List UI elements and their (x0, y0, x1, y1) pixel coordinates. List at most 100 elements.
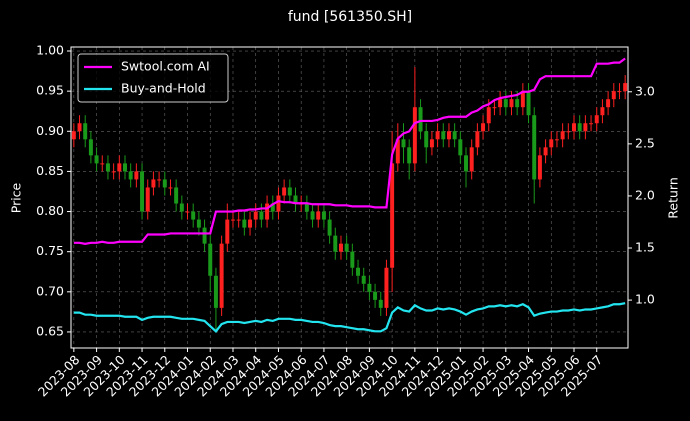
legend-label: Swtool.com AI (121, 59, 210, 74)
candle-body (611, 91, 616, 100)
candle-body (378, 299, 383, 308)
candle-body (276, 195, 281, 212)
candle-body (236, 219, 241, 221)
candle-body (390, 163, 395, 268)
y-tick-label: 0.95 (36, 83, 64, 98)
candle-body (503, 99, 508, 108)
candle-body (475, 131, 480, 148)
candle-body (344, 243, 349, 252)
candle-body (140, 171, 145, 212)
candle-body (270, 203, 275, 212)
candle-body (446, 131, 451, 140)
y2-tick-label: 1.5 (635, 240, 655, 255)
candle-body (316, 211, 321, 220)
candle-body (577, 123, 582, 132)
plot-frame (70, 46, 629, 349)
chart-title: fund [561350.SH] (288, 9, 412, 25)
candle-body (424, 131, 429, 148)
candle-body (94, 155, 99, 164)
candle-body (145, 187, 150, 212)
candle-body (509, 99, 514, 108)
candle-body (515, 99, 520, 108)
y2-axis-label: Return (666, 177, 681, 218)
y-tick-label: 0.90 (36, 123, 64, 138)
candle-body (435, 131, 440, 140)
candle-body (583, 123, 588, 132)
candle-body (401, 139, 406, 148)
candle-body (452, 131, 457, 140)
candle-body (100, 163, 105, 165)
candle-body (321, 211, 326, 220)
candle-body (560, 131, 565, 140)
candle-body (105, 163, 110, 172)
candle-body (310, 211, 315, 220)
candle-body (134, 171, 139, 180)
candle-body (191, 211, 196, 220)
candle-body (162, 179, 167, 188)
candle-body (543, 147, 548, 156)
legend-box (77, 53, 229, 103)
candle-body (486, 107, 491, 124)
candle-body (600, 107, 605, 116)
y-tick-label: 0.70 (36, 283, 64, 298)
candle-body (71, 131, 76, 140)
candle-body (412, 107, 417, 164)
y2-tick-label: 2.5 (635, 135, 655, 150)
candle-body (265, 203, 270, 220)
candle-body (327, 219, 332, 236)
y-tick-label: 0.80 (36, 203, 64, 218)
candle-body (441, 131, 446, 140)
y2-tick-label: 3.0 (635, 83, 655, 98)
candle-body (532, 115, 537, 180)
candle-body (606, 99, 611, 108)
candle-body (151, 179, 156, 188)
candle-body (168, 187, 173, 189)
legend: Swtool.com AI Buy-and-Hold (77, 53, 229, 103)
candle-body (464, 155, 469, 172)
candle-body (407, 147, 412, 164)
candle-body (367, 283, 372, 292)
candle-body (498, 99, 503, 108)
candle-body (520, 91, 525, 108)
y-tick-label: 0.85 (36, 163, 64, 178)
y-axis-label: Price (9, 182, 24, 213)
candle-body (481, 123, 486, 132)
candle-body (259, 211, 264, 220)
candle-body (77, 123, 82, 132)
candle-body (248, 219, 253, 228)
candle-body (282, 187, 287, 196)
candle-body (174, 187, 179, 204)
y-tick-label: 1.00 (36, 43, 64, 58)
candle-body (554, 139, 559, 141)
candle-body (242, 219, 247, 228)
candle-body (213, 275, 218, 308)
y-tick-label: 0.65 (36, 323, 64, 338)
candle-body (225, 219, 230, 244)
candle-body (537, 155, 542, 180)
candle-body (350, 251, 355, 268)
candle-body (157, 179, 162, 181)
candle-body (594, 115, 599, 124)
candle-body (572, 123, 576, 132)
candle-body (117, 163, 122, 172)
candle-body (469, 147, 474, 172)
candle-body (492, 107, 497, 109)
candle-body (566, 131, 571, 133)
candle-body (458, 139, 463, 156)
candle-body (623, 83, 628, 92)
candle-body (395, 139, 400, 164)
y2-tick-label: 1.0 (635, 292, 655, 307)
y-tick-label: 0.75 (36, 243, 64, 258)
y2-tick-label: 2.0 (635, 187, 655, 202)
legend-label: Buy-and-Hold (121, 81, 206, 96)
candle-body (83, 123, 88, 140)
candle-body (304, 203, 309, 212)
candle-body (219, 243, 224, 308)
candle-body (208, 243, 213, 276)
candle-body (253, 211, 258, 220)
candle-body (617, 91, 622, 93)
candle-body (123, 163, 127, 172)
candle-body (196, 219, 201, 228)
candle-body (202, 227, 207, 244)
